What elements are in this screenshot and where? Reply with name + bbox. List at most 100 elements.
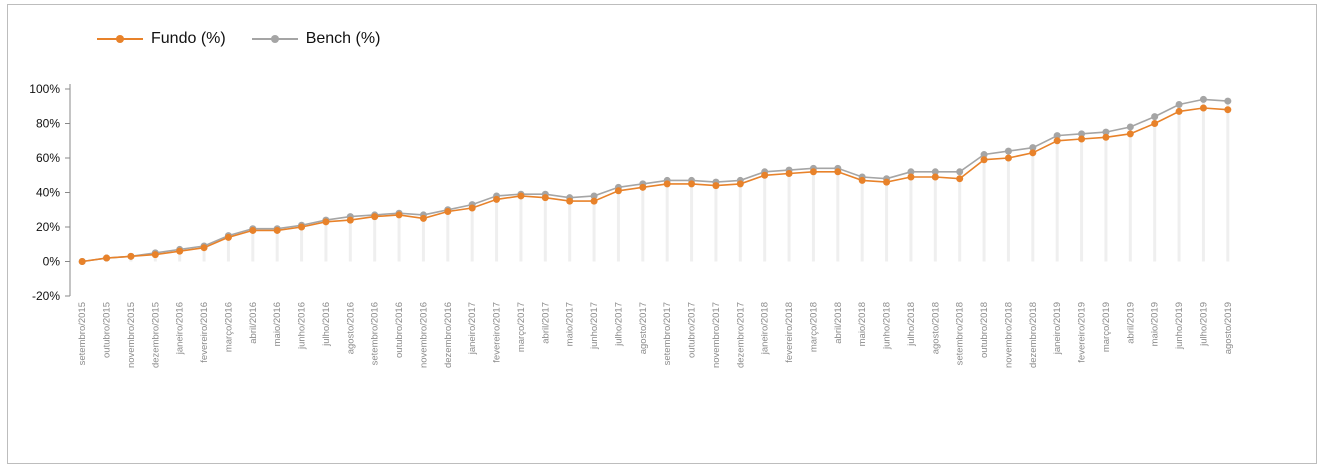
x-tick-label: fevereiro/2016	[199, 302, 210, 363]
data-point-bench	[956, 168, 964, 176]
data-point-fundo	[1126, 130, 1134, 138]
y-tick-label: 20%	[36, 220, 60, 234]
x-tick-label: julho/2016	[321, 302, 332, 347]
stem-bar	[909, 171, 913, 262]
stem-bar	[592, 195, 596, 262]
data-point-fundo	[883, 178, 891, 186]
data-point-fundo	[956, 175, 964, 183]
data-point-fundo	[834, 168, 842, 176]
data-point-bench	[1126, 123, 1134, 131]
stem-bar	[568, 197, 572, 262]
stem-bar	[811, 168, 815, 262]
stem-bar	[373, 214, 377, 262]
data-point-fundo	[761, 171, 769, 179]
x-tick-label: março/2019	[1101, 302, 1112, 352]
x-tick-label: janeiro/2018	[760, 302, 771, 355]
legend-item-bench[interactable]: Bench (%)	[251, 30, 381, 48]
series-lines-layer	[82, 98, 1228, 263]
x-tick-label: janeiro/2019	[1052, 302, 1063, 355]
stem-bar	[543, 194, 547, 262]
data-point-fundo	[176, 247, 184, 255]
stem-bar	[470, 204, 474, 262]
stems-layer	[105, 99, 1230, 262]
x-tick-label: maio/2018	[857, 302, 868, 346]
data-point-fundo	[419, 214, 427, 222]
data-point-bench	[1151, 113, 1159, 121]
x-tick-label: dezembro/2017	[735, 302, 746, 368]
stem-bar	[495, 195, 499, 262]
x-tick-label: setembro/2017	[662, 302, 673, 365]
stem-bar	[1153, 116, 1157, 262]
legend-label-bench: Bench (%)	[305, 30, 381, 47]
legend-item-fundo[interactable]: Fundo (%)	[97, 30, 226, 48]
x-tick-label: abril/2017	[540, 302, 551, 344]
x-tick-label: dezembro/2018	[1028, 302, 1039, 368]
stem-bar	[763, 171, 767, 262]
data-point-fundo	[371, 213, 379, 221]
data-point-bench	[1224, 97, 1232, 105]
stem-bar	[1226, 101, 1230, 262]
x-tick-label: agosto/2016	[345, 302, 356, 354]
x-tick-label: agosto/2018	[930, 302, 941, 354]
x-tick-label: julho/2017	[613, 302, 624, 347]
stem-bar	[1201, 99, 1205, 262]
data-point-bench	[1102, 128, 1110, 136]
data-point-fundo	[858, 176, 866, 184]
data-point-fundo	[200, 244, 208, 252]
x-tick-label: novembro/2016	[418, 302, 429, 368]
data-point-fundo	[931, 173, 939, 181]
stem-bar	[348, 216, 352, 262]
x-tick-label: maio/2019	[1150, 302, 1161, 346]
series-line-fundo	[82, 107, 1228, 263]
data-point-bench	[1175, 101, 1183, 109]
data-point-fundo	[663, 180, 671, 188]
series-points-layer	[78, 95, 1232, 265]
y-tick-label: 80%	[36, 117, 60, 131]
data-point-bench	[1078, 130, 1086, 138]
data-point-fundo	[809, 168, 817, 176]
legend: Fundo (%) Bench (%)	[97, 30, 380, 48]
y-tick-label: 40%	[36, 186, 60, 200]
y-tick-label: 0%	[43, 255, 61, 269]
x-tick-label: outubro/2018	[979, 302, 990, 358]
data-point-bench	[590, 192, 598, 200]
x-tick-label: agosto/2019	[1223, 302, 1234, 354]
x-tick-label: março/2018	[808, 302, 819, 352]
stem-bar	[616, 187, 620, 262]
data-point-fundo	[224, 233, 232, 241]
stem-bar	[690, 180, 694, 262]
x-tick-label: fevereiro/2018	[784, 302, 795, 363]
stem-bar	[275, 228, 279, 262]
x-tick-label: janeiro/2017	[467, 302, 478, 355]
stem-bar	[226, 235, 230, 262]
data-point-bench	[931, 168, 939, 176]
x-tick-label: abril/2019	[1125, 302, 1136, 344]
stem-bar	[958, 171, 962, 262]
data-point-fundo	[1175, 107, 1183, 115]
x-tick-label: janeiro/2016	[175, 302, 186, 355]
stem-bar	[421, 214, 425, 262]
stem-bar	[324, 220, 328, 262]
legend-swatch-fundo	[97, 33, 143, 45]
x-tick-label: junho/2019	[1174, 302, 1185, 350]
x-tick-label: novembro/2018	[1003, 302, 1014, 368]
x-tick-label: junho/2018	[882, 302, 893, 350]
y-tick-label: -20%	[32, 289, 60, 303]
stem-bar	[178, 249, 182, 262]
series-line-bench	[82, 98, 1228, 263]
data-point-fundo	[1151, 120, 1159, 127]
stem-bar	[714, 182, 718, 262]
data-point-fundo	[1102, 133, 1110, 141]
data-point-fundo	[712, 182, 720, 190]
stem-bar	[1104, 132, 1108, 262]
data-point-fundo	[395, 211, 403, 219]
x-tick-label: abril/2016	[248, 302, 259, 344]
x-tick-label: abril/2018	[833, 302, 844, 344]
data-point-fundo	[1199, 104, 1207, 112]
data-point-fundo	[907, 173, 915, 181]
x-tick-label: dezembro/2015	[150, 302, 161, 368]
stem-bar	[1031, 147, 1035, 262]
data-point-fundo	[1004, 154, 1012, 162]
x-tick-label: agosto/2017	[638, 302, 649, 354]
